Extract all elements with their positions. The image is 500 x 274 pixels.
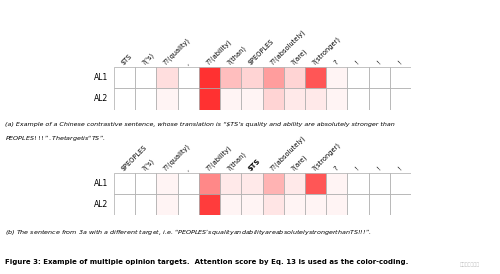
Text: ,: ,: [184, 166, 190, 172]
Text: (b) The sentence from 3a with a different target, i.e. “$PEOPLES’s quality and a: (b) The sentence from 3a with a differen…: [5, 227, 372, 237]
Bar: [305, 194, 326, 215]
Text: ,: ,: [184, 60, 190, 66]
Text: ??(quality): ??(quality): [162, 142, 192, 172]
Bar: [242, 173, 262, 194]
Bar: [262, 194, 283, 215]
Bar: [178, 88, 199, 110]
Text: !: !: [354, 165, 360, 172]
Bar: [348, 88, 368, 110]
Bar: [348, 173, 368, 194]
Bar: [220, 88, 242, 110]
Bar: [368, 67, 390, 88]
Bar: [284, 194, 305, 215]
Bar: [390, 88, 411, 110]
Bar: [305, 67, 326, 88]
Bar: [368, 173, 390, 194]
Bar: [178, 173, 199, 194]
Bar: [135, 173, 156, 194]
Text: ?('s): ?('s): [141, 157, 156, 172]
Bar: [390, 194, 411, 215]
Text: ?(stronger): ?(stronger): [311, 141, 342, 172]
Bar: [262, 173, 283, 194]
Text: ??(quality): ??(quality): [162, 37, 192, 66]
Bar: [368, 88, 390, 110]
Text: !: !: [375, 60, 381, 66]
Bar: [242, 67, 262, 88]
Text: ?: ?: [332, 59, 340, 66]
Text: ??(absolutely): ??(absolutely): [268, 134, 306, 172]
Text: !: !: [396, 60, 402, 66]
Bar: [135, 88, 156, 110]
Bar: [326, 88, 347, 110]
Bar: [114, 88, 135, 110]
Text: Figure 3: Example of multiple opinion targets.  Attention score by Eq. 13 is use: Figure 3: Example of multiple opinion ta…: [5, 259, 408, 265]
Bar: [135, 67, 156, 88]
Bar: [220, 173, 242, 194]
Bar: [178, 67, 199, 88]
Text: ??(ability): ??(ability): [205, 38, 233, 66]
Text: ?(than): ?(than): [226, 150, 248, 172]
Bar: [156, 88, 178, 110]
Bar: [242, 88, 262, 110]
Text: ??(absolutely): ??(absolutely): [268, 28, 306, 66]
Text: $PEOPLES: $PEOPLES: [248, 38, 276, 66]
Bar: [242, 194, 262, 215]
Text: !: !: [375, 165, 381, 172]
Bar: [156, 173, 178, 194]
Text: AL1: AL1: [94, 179, 108, 188]
Bar: [368, 194, 390, 215]
Bar: [199, 88, 220, 110]
Text: !: !: [354, 60, 360, 66]
Bar: [114, 67, 135, 88]
Bar: [390, 173, 411, 194]
Bar: [199, 67, 220, 88]
Bar: [114, 194, 135, 215]
Bar: [220, 194, 242, 215]
Bar: [262, 67, 283, 88]
Bar: [326, 67, 347, 88]
Bar: [305, 88, 326, 110]
Text: ?(are): ?(are): [290, 153, 308, 172]
Bar: [284, 173, 305, 194]
Bar: [199, 173, 220, 194]
Text: $TS: $TS: [120, 53, 133, 66]
Text: ?('s): ?('s): [141, 52, 156, 66]
Text: AL1: AL1: [94, 73, 108, 82]
Text: ??(ability): ??(ability): [205, 144, 233, 172]
Bar: [156, 194, 178, 215]
Text: !: !: [396, 165, 402, 172]
Bar: [390, 67, 411, 88]
Text: $PEOPLES: $PEOPLES: [120, 144, 148, 172]
Bar: [348, 194, 368, 215]
Bar: [262, 88, 283, 110]
Text: ?(are): ?(are): [290, 48, 308, 66]
Text: ?(than): ?(than): [226, 44, 248, 66]
Text: $TS: $TS: [248, 157, 262, 172]
Bar: [305, 173, 326, 194]
Bar: [348, 67, 368, 88]
Text: 逻辑小猛的日常: 逻辑小猛的日常: [460, 262, 480, 267]
Text: ?: ?: [332, 165, 340, 172]
Bar: [156, 67, 178, 88]
Bar: [178, 194, 199, 215]
Text: AL2: AL2: [94, 95, 108, 104]
Bar: [284, 67, 305, 88]
Text: AL2: AL2: [94, 200, 108, 209]
Text: ?(stronger): ?(stronger): [311, 35, 342, 66]
Bar: [326, 194, 347, 215]
Bar: [135, 194, 156, 215]
Bar: [284, 88, 305, 110]
Bar: [199, 194, 220, 215]
Text: $PEOPLES!!!”. The target is “$TS”.: $PEOPLES!!!”. The target is “$TS”.: [5, 133, 105, 143]
Bar: [220, 67, 242, 88]
Text: (a) Example of a Chinese contrastive sentence, whose translation is “$TS’s quali: (a) Example of a Chinese contrastive sen…: [5, 122, 395, 127]
Bar: [326, 173, 347, 194]
Bar: [114, 173, 135, 194]
